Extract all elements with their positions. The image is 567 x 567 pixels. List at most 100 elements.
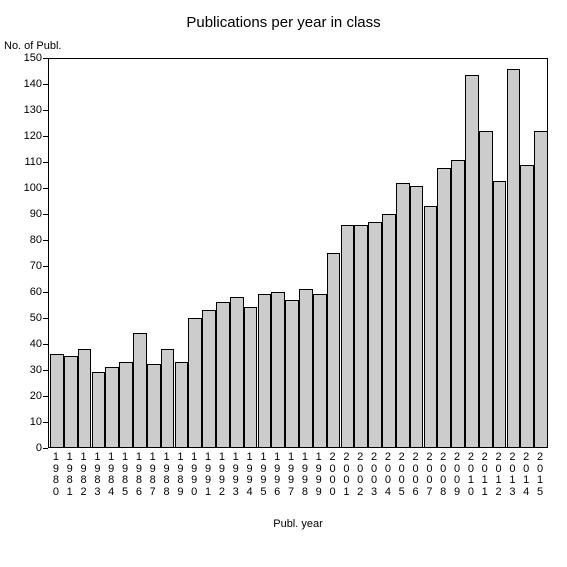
y-tick-label: 10 (0, 416, 42, 428)
y-tick-label: 90 (0, 208, 42, 220)
bar (133, 333, 147, 447)
x-tick-label: 1 9 8 5 (118, 452, 132, 498)
x-tick-label: 1 9 8 3 (91, 452, 105, 498)
bar (50, 354, 64, 447)
chart-container: Publications per year in class No. of Pu… (0, 0, 567, 567)
bar (271, 292, 285, 447)
bar (507, 69, 521, 447)
plot-area (48, 58, 548, 448)
y-tick-label: 70 (0, 260, 42, 272)
bar (313, 294, 327, 447)
y-tick-mark (43, 344, 48, 345)
x-tick-label: 1 9 9 6 (270, 452, 284, 498)
x-tick-label: 2 0 0 9 (450, 452, 464, 498)
bar (105, 367, 119, 447)
bar (341, 225, 355, 447)
bar (437, 168, 451, 447)
x-tick-label: 1 9 8 1 (63, 452, 77, 498)
x-tick-label: 2 0 1 5 (533, 452, 547, 498)
y-tick-mark (43, 136, 48, 137)
y-tick-mark (43, 84, 48, 85)
y-tick-label: 60 (0, 286, 42, 298)
y-tick-mark (43, 110, 48, 111)
y-tick-mark (43, 396, 48, 397)
bar (78, 349, 92, 447)
x-tick-label: 1 9 8 4 (104, 452, 118, 498)
bar (188, 318, 202, 447)
y-tick-mark (43, 318, 48, 319)
bar (410, 186, 424, 447)
bar (285, 300, 299, 447)
x-tick-label: 2 0 0 4 (381, 452, 395, 498)
x-tick-label: 2 0 1 1 (478, 452, 492, 498)
y-tick-label: 30 (0, 364, 42, 376)
chart-title: Publications per year in class (0, 14, 567, 31)
bar (119, 362, 133, 447)
y-tick-mark (43, 240, 48, 241)
bar (147, 364, 161, 447)
bar (244, 307, 258, 447)
x-tick-label: 2 0 0 6 (409, 452, 423, 498)
bar (396, 183, 410, 447)
x-tick-label: 1 9 9 9 (312, 452, 326, 498)
bar (534, 131, 548, 447)
y-tick-mark (43, 58, 48, 59)
x-tick-label: 1 9 9 7 (284, 452, 298, 498)
x-tick-label: 2 0 0 5 (395, 452, 409, 498)
x-tick-label: 2 0 1 2 (492, 452, 506, 498)
bar (258, 294, 272, 447)
y-tick-label: 110 (0, 156, 42, 168)
y-tick-mark (43, 266, 48, 267)
bar (161, 349, 175, 447)
y-tick-mark (43, 214, 48, 215)
bars-layer (49, 59, 547, 447)
bar (479, 131, 493, 447)
y-tick-mark (43, 422, 48, 423)
y-tick-mark (43, 188, 48, 189)
y-tick-mark (43, 292, 48, 293)
x-tick-label: 1 9 9 2 (215, 452, 229, 498)
bar (354, 225, 368, 447)
x-tick-label: 2 0 1 0 (464, 452, 478, 498)
x-tick-label: 1 9 8 9 (174, 452, 188, 498)
y-tick-label: 150 (0, 52, 42, 64)
x-tick-label: 1 9 8 6 (132, 452, 146, 498)
x-tick-label: 1 9 8 8 (160, 452, 174, 498)
x-tick-label: 2 0 0 8 (436, 452, 450, 498)
bar (465, 75, 479, 447)
x-tick-label: 1 9 9 1 (201, 452, 215, 498)
y-tick-label: 130 (0, 104, 42, 116)
bar (175, 362, 189, 447)
bar (493, 181, 507, 447)
x-tick-label: 1 9 9 5 (257, 452, 271, 498)
y-tick-label: 80 (0, 234, 42, 246)
y-tick-label: 40 (0, 338, 42, 350)
y-tick-mark (43, 370, 48, 371)
y-tick-label: 50 (0, 312, 42, 324)
x-tick-label: 2 0 0 1 (340, 452, 354, 498)
y-tick-mark (43, 162, 48, 163)
bar (92, 372, 106, 447)
x-tick-label: 1 9 9 0 (187, 452, 201, 498)
x-tick-label: 2 0 1 4 (519, 452, 533, 498)
x-tick-label: 2 0 0 0 (326, 452, 340, 498)
bar (451, 160, 465, 447)
y-tick-label: 20 (0, 390, 42, 402)
x-tick-label: 1 9 9 4 (243, 452, 257, 498)
x-tick-label: 2 0 0 3 (367, 452, 381, 498)
bar (424, 206, 438, 447)
bar (520, 165, 534, 447)
bar (202, 310, 216, 447)
y-tick-label: 120 (0, 130, 42, 142)
y-tick-label: 100 (0, 182, 42, 194)
x-axis-label: Publ. year (48, 518, 548, 530)
x-tick-label: 1 9 8 2 (77, 452, 91, 498)
bar (230, 297, 244, 447)
x-tick-label: 2 0 0 2 (353, 452, 367, 498)
bar (327, 253, 341, 447)
x-tick-label: 1 9 8 7 (146, 452, 160, 498)
bar (299, 289, 313, 447)
y-tick-mark (43, 448, 48, 449)
x-tick-label: 2 0 0 7 (423, 452, 437, 498)
bar (216, 302, 230, 447)
